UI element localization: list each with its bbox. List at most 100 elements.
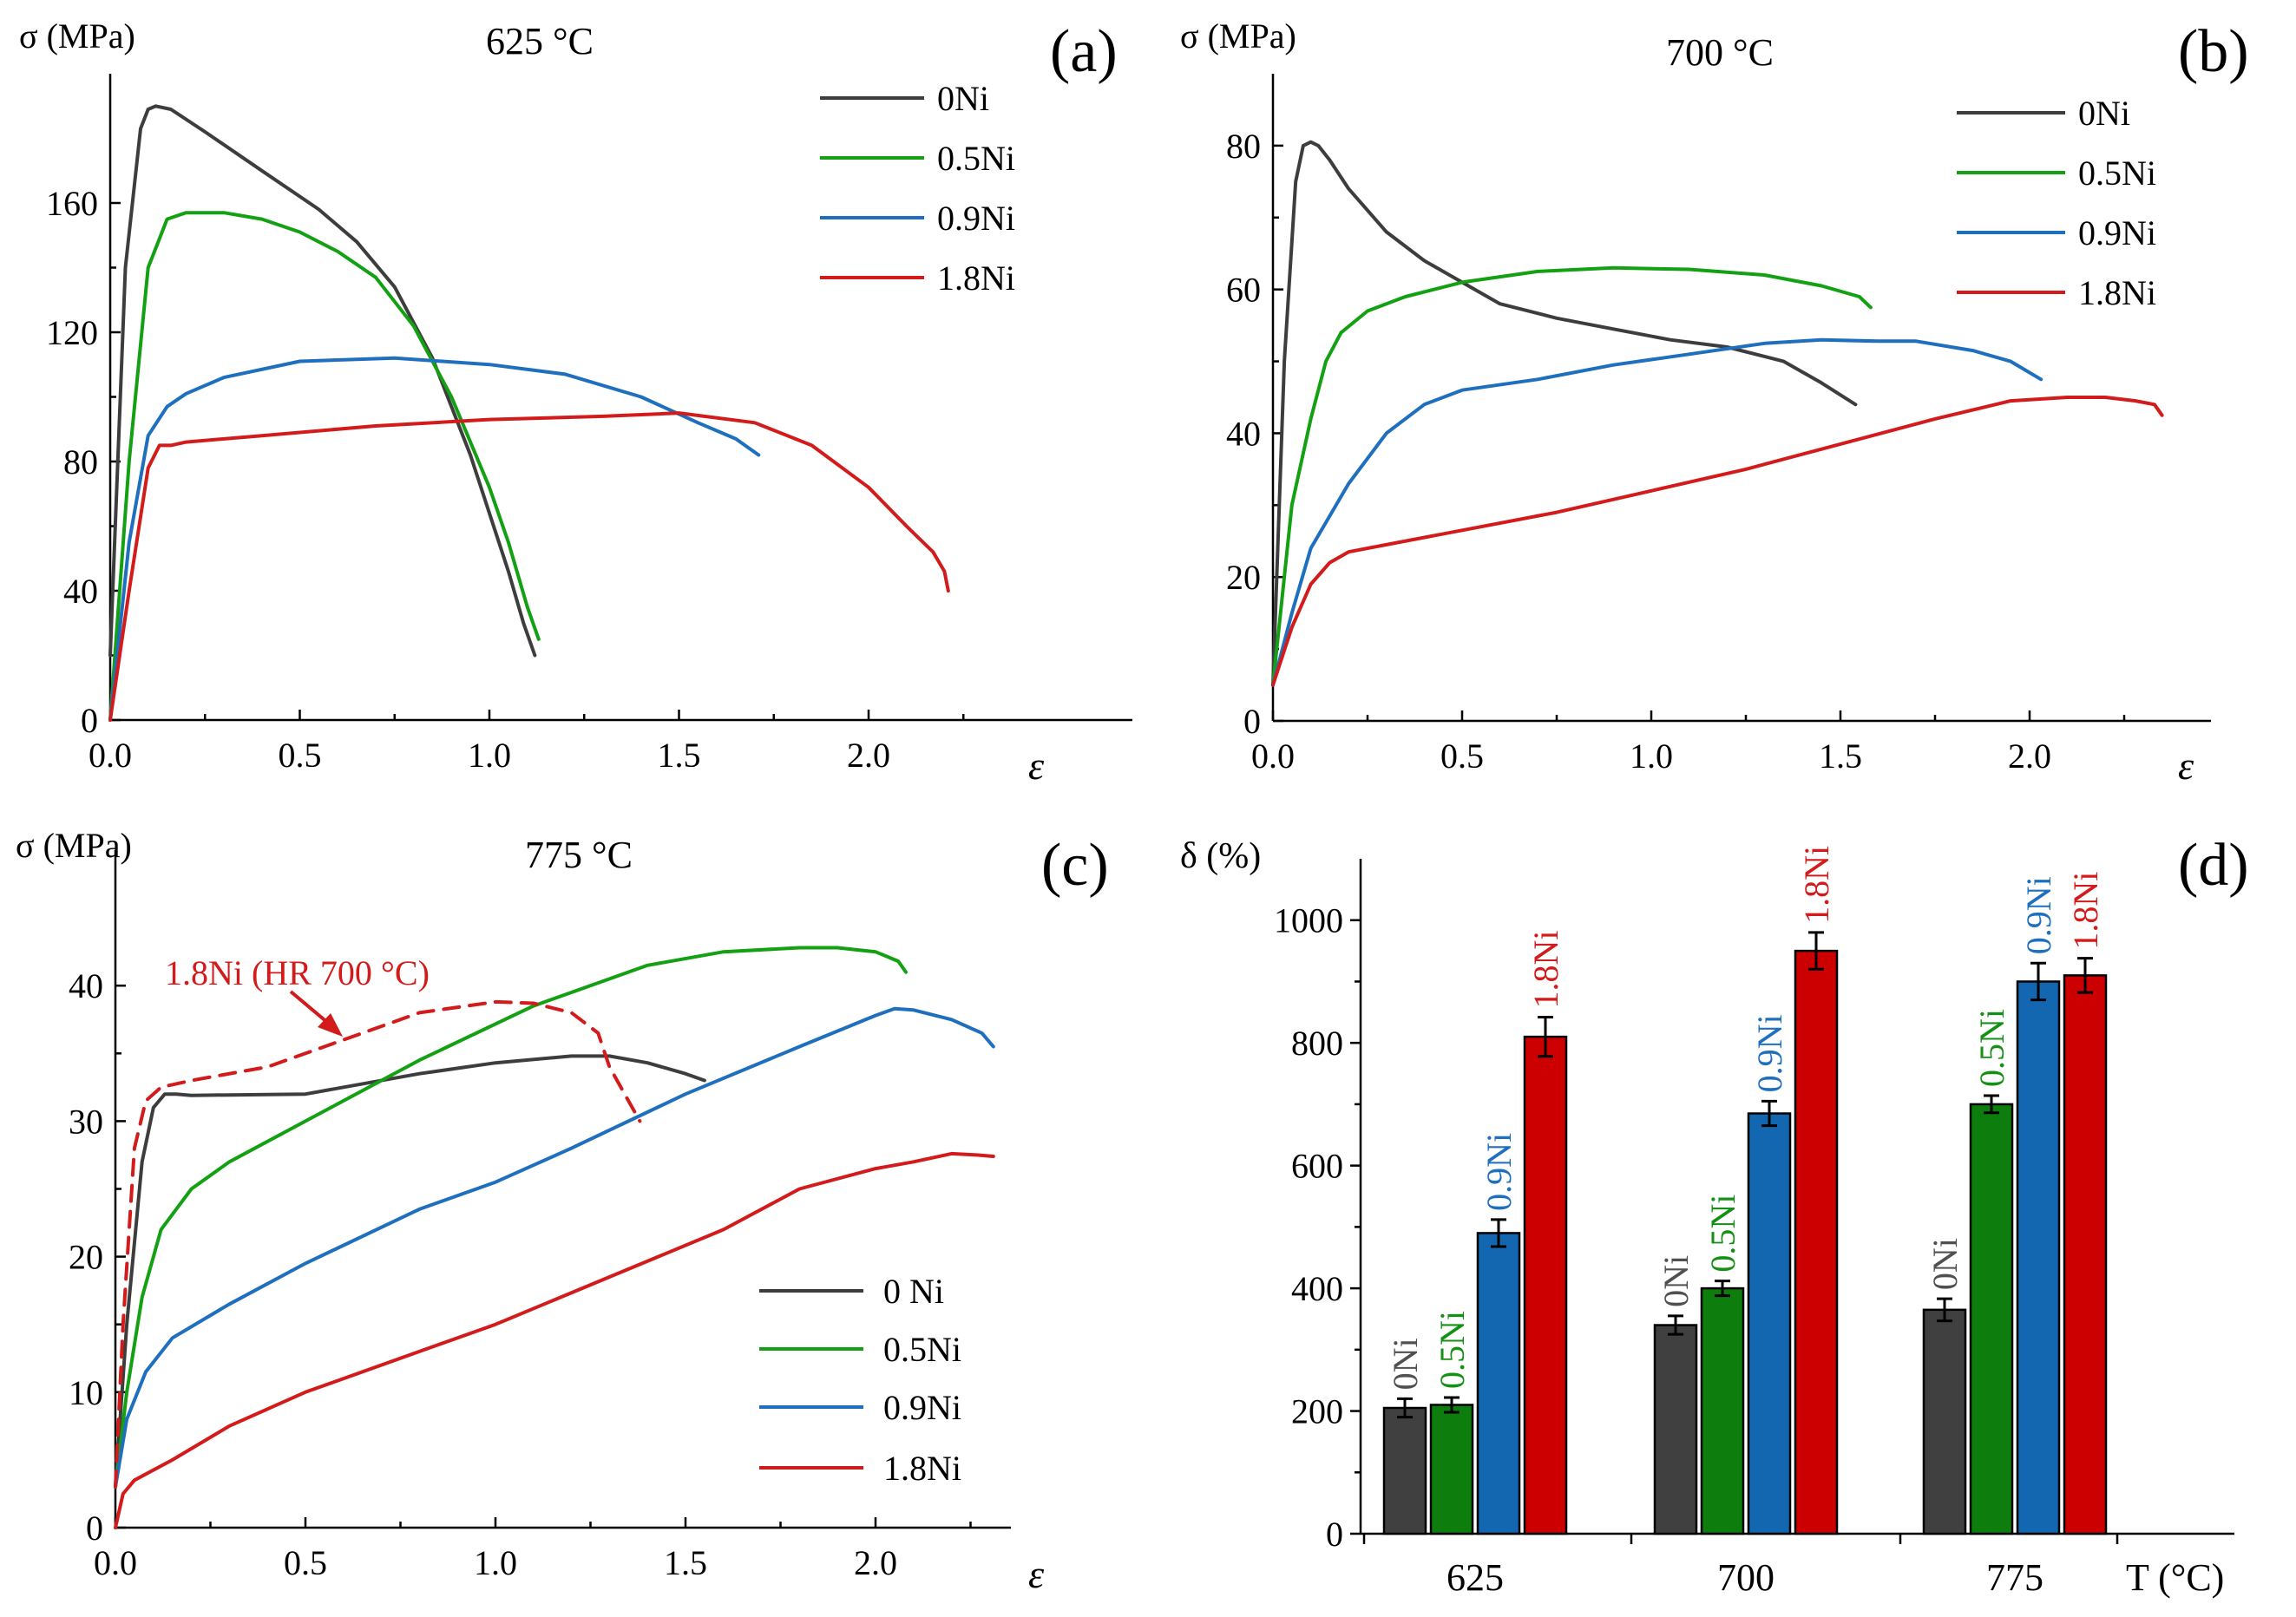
panel-c-ytick-label: 0 — [86, 1509, 103, 1548]
panel-c-ytick-label: 30 — [69, 1102, 103, 1141]
panel-c-legend-09ni: 0.9Ni — [883, 1388, 961, 1427]
bar-625-18Ni — [1523, 1035, 1568, 1535]
panel-c-ytick-label: 20 — [69, 1238, 103, 1277]
panel-c-ylabel: σ (MPa) — [16, 826, 132, 865]
panel-d-label: (d) — [2178, 832, 2249, 899]
panel-a-ytick-label: 40 — [63, 572, 98, 611]
panel-c-ytick-label: 40 — [69, 966, 103, 1005]
panel-b-ytick-label: 40 — [1226, 414, 1261, 453]
panel-a-xlabel: ε — [1028, 743, 1045, 788]
panel-b-ytick-label: 60 — [1226, 271, 1261, 310]
panel-c-annotation: 1.8Ni (HR 700 °C) — [165, 953, 430, 992]
bar-775-0Ni — [1922, 1308, 1967, 1535]
panel-c-xtick-label: 0.0 — [94, 1543, 137, 1582]
panel-a-curve-18Ni — [108, 411, 950, 722]
panel-d-ytick-label: 600 — [1291, 1147, 1343, 1186]
bar-label-775-0Ni: 0Ni — [1925, 1238, 1965, 1290]
panel-a-ytick-label: 80 — [63, 442, 98, 481]
panel-c-label: (c) — [1041, 832, 1109, 899]
panel-a-curve-0Ni — [108, 104, 537, 658]
panel-d-category-label: 625 — [1446, 1556, 1504, 1599]
panel-b-legend-05ni: 0.5Ni — [2078, 154, 2156, 193]
panel-a-xtick-label: 2.0 — [847, 736, 890, 775]
panel-a-xtick-label: 0.5 — [279, 736, 322, 775]
panel-c-curve-05Ni — [114, 946, 908, 1489]
panel-d-xlabel: T (°C) — [2126, 1556, 2224, 1599]
panel-c-xtick-label: 1.0 — [474, 1543, 517, 1582]
panel-a-legend-05ni: 0.5Ni — [937, 139, 1015, 178]
panel-b-legend: 0Ni 0.5Ni 0.9Ni 1.8Ni — [1957, 94, 2156, 312]
panel-a: σ (MPa) 625 °C (a) 0 40 80 120 160 0.0 0.5 1.0 1… — [19, 16, 1132, 788]
panel-c-legend-18ni: 1.8Ni — [883, 1449, 961, 1488]
panel-a-curves — [108, 104, 950, 722]
panel-b-ytick-label: 80 — [1226, 127, 1261, 166]
panel-b-xtick-label: 1.0 — [1630, 736, 1673, 776]
bar-label-700-09Ni: 0.9Ni — [1750, 1014, 1789, 1092]
panel-b-xtick-label: 0.5 — [1440, 736, 1484, 776]
panel-c-annotation-arrow — [289, 990, 343, 1037]
panel-b-xtick-label: 2.0 — [2008, 736, 2051, 776]
bar-label-775-09Ni: 0.9Ni — [2019, 876, 2058, 954]
panel-c-legend-05ni: 0.5Ni — [883, 1330, 961, 1369]
bar-700-0Ni — [1653, 1324, 1698, 1535]
bar-775-18Ni — [2063, 974, 2108, 1535]
panel-b-xtick-label: 1.5 — [1819, 736, 1862, 776]
panel-b-axes: 0 20 40 60 80 0.0 0.5 1.0 1.5 2.0 — [1226, 74, 2211, 776]
panel-c-xtick-label: 1.5 — [664, 1543, 707, 1582]
panel-a-curve-05Ni — [108, 211, 541, 722]
panel-c-curve-09Ni — [114, 1006, 995, 1489]
panel-b-legend-18ni: 1.8Ni — [2078, 273, 2156, 312]
bar-label-775-05Ni: 0.5Ni — [1972, 1009, 2011, 1087]
panel-b-xtick-label: 0.0 — [1251, 736, 1295, 776]
panel-b-label: (b) — [2178, 18, 2249, 85]
panel-c-xtick-label: 0.5 — [284, 1543, 327, 1582]
panel-a-legend-0ni: 0Ni — [937, 79, 989, 118]
panel-c-legend-0ni: 0 Ni — [883, 1272, 944, 1311]
bar-label-625-05Ni: 0.5Ni — [1433, 1311, 1472, 1389]
panel-d-bars: 0Ni 0.5Ni0.9Ni1.8Ni0Ni0.5Ni0.9Ni1.8Ni0Ni0… — [1382, 846, 2108, 1535]
panel-c-xlabel: ε — [1028, 1552, 1045, 1596]
panel-a-ylabel: σ (MPa) — [19, 16, 135, 56]
panel-b-ytick-label: 20 — [1226, 558, 1261, 597]
panel-d-ylabel: δ (%) — [1180, 836, 1261, 876]
bar-625-05Ni — [1429, 1404, 1474, 1535]
panel-a-xtick-label: 1.0 — [468, 736, 511, 775]
panel-a-ytick-label: 0 — [81, 701, 98, 740]
panel-d-ytick-label: 400 — [1291, 1269, 1343, 1308]
bar-label-700-05Ni: 0.5Ni — [1703, 1195, 1742, 1273]
bar-label-700-18Ni: 1.8Ni — [1797, 846, 1836, 924]
panel-a-axes: 0 40 80 120 160 0.0 0.5 1.0 1.5 2.0 — [46, 74, 1132, 775]
panel-b-title: 700 °C — [1666, 31, 1774, 74]
bar-700-05Ni — [1700, 1286, 1745, 1535]
panel-c-curve-18Ni — [114, 1151, 995, 1529]
panel-d: δ (%) (d) 0 200 400 600 800 1000 625 700 775 0Ni… — [1180, 832, 2249, 1599]
panel-b-curve-05Ni — [1271, 265, 1873, 687]
panel-c-xtick-label: 2.0 — [854, 1543, 897, 1582]
panel-b-curve-18Ni — [1271, 396, 2164, 687]
panel-b-ytick-label: 0 — [1243, 702, 1261, 741]
panel-c-ytick-label: 10 — [69, 1373, 103, 1412]
panel-b-curves — [1271, 140, 2164, 687]
annotation-arrow-head — [318, 1013, 343, 1037]
panel-c: σ (MPa) 775 °C (c) 0 10 20 30 40 0.0 0.5 1.0 1.5… — [16, 826, 1109, 1596]
panel-d-ytick-label: 200 — [1291, 1392, 1343, 1431]
panel-b-legend-0ni: 0Ni — [2078, 94, 2130, 133]
panel-d-category-label: 700 — [1717, 1556, 1774, 1599]
panel-a-curve-09Ni — [108, 356, 761, 722]
panel-c-title: 775 °C — [525, 834, 633, 876]
bar-625-0Ni — [1382, 1406, 1427, 1535]
panel-c-axes: 0 10 20 30 40 0.0 0.5 1.0 1.5 2.0 — [69, 850, 1011, 1582]
panel-a-title: 625 °C — [486, 20, 594, 62]
bar-label-700-0Ni: 0Ni — [1656, 1255, 1696, 1307]
bar-label-625-09Ni: 0.9Ni — [1479, 1133, 1519, 1211]
panel-a-ytick-label: 160 — [46, 184, 98, 223]
panel-c-legend: 0 Ni 0.5Ni 0.9Ni 1.8Ni — [759, 1272, 961, 1488]
panel-c-curve-0Ni — [114, 1054, 706, 1489]
bar-775-05Ni — [1969, 1103, 2014, 1535]
bar-775-09Ni — [2016, 980, 2061, 1535]
bar-label-625-18Ni: 1.8Ni — [1526, 930, 1565, 1008]
panel-d-category-label: 775 — [1986, 1556, 2043, 1599]
bar-label-625-0Ni: 0Ni — [1386, 1338, 1425, 1390]
panel-c-curves — [114, 946, 995, 1529]
